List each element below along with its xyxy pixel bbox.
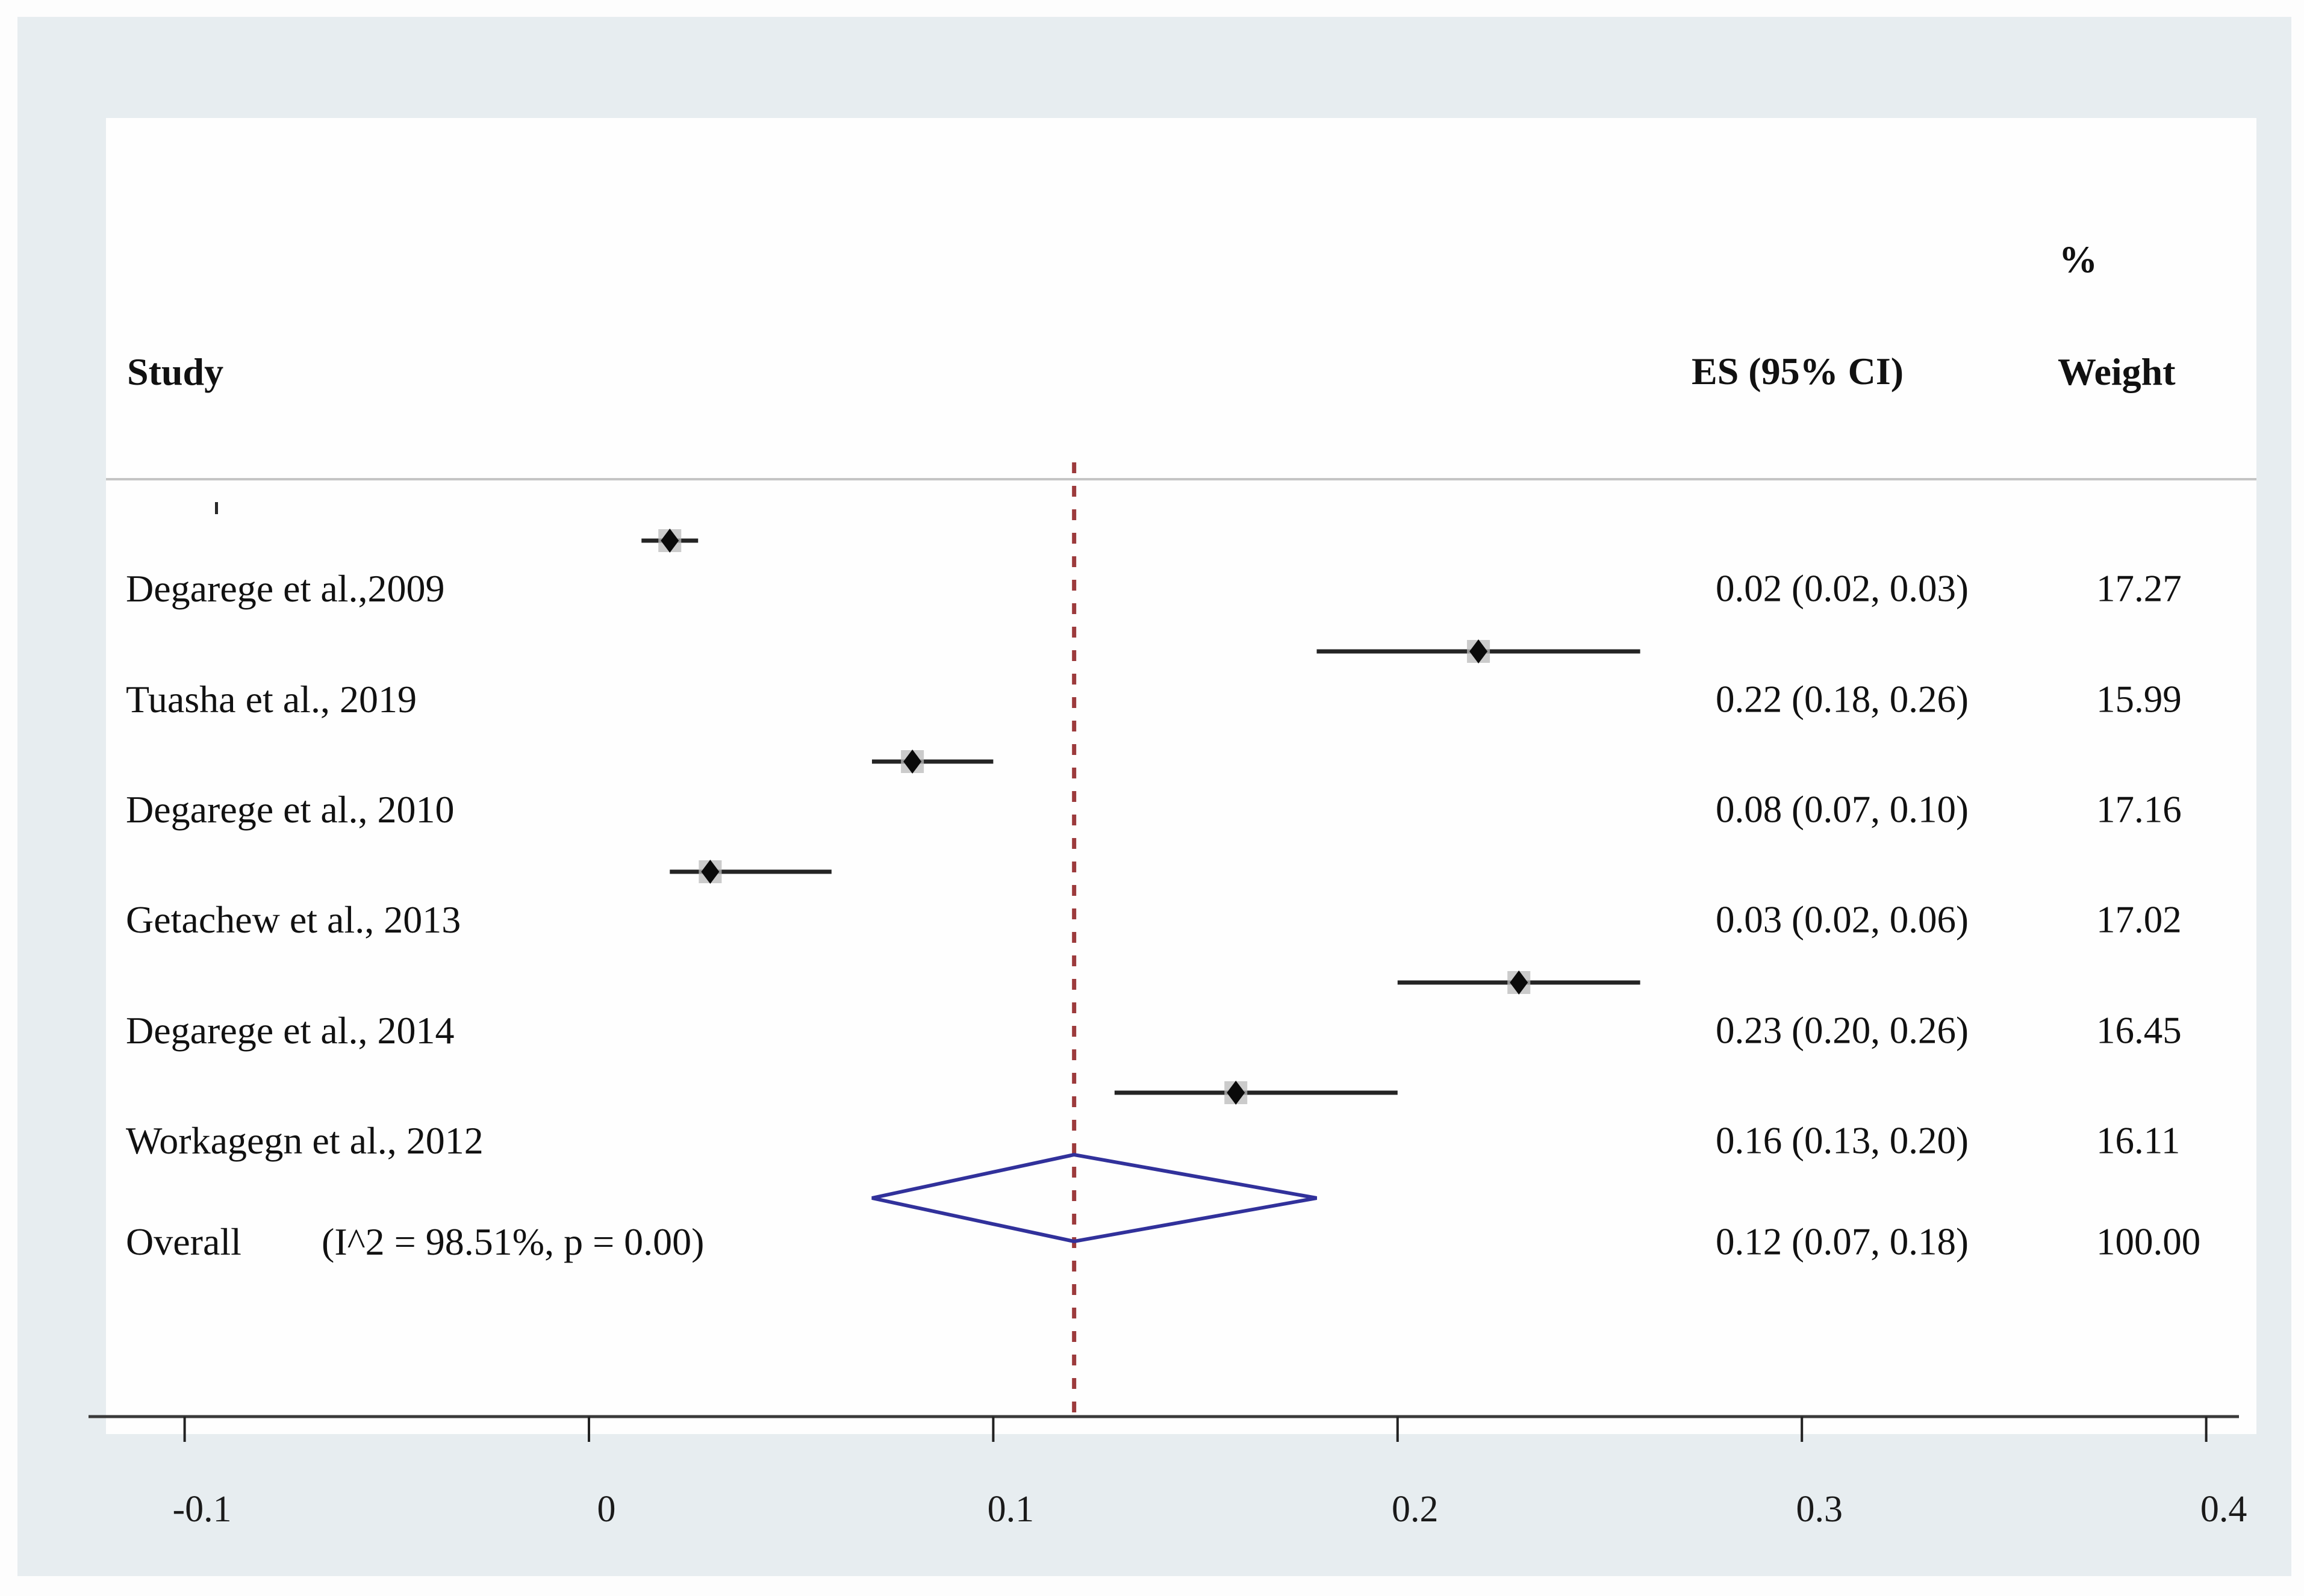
study-label: Degarege et al.,2009 — [126, 567, 445, 610]
study-label: Tuasha et al., 2019 — [126, 678, 417, 721]
figure-background: Study % ES (95% CI) Weight Degarege et a… — [17, 17, 2291, 1576]
x-tick-label: 0.1 — [987, 1489, 1035, 1530]
es-ci-value: 0.03 (0.02, 0.06) — [1716, 898, 1969, 941]
es-ci-value: 0.08 (0.07, 0.10) — [1716, 788, 1969, 831]
overall-es-ci-value: 0.12 (0.07, 0.18) — [1716, 1220, 1969, 1263]
weight-value: 16.45 — [2096, 1009, 2182, 1052]
study-label: Degarege et al., 2014 — [126, 1009, 455, 1052]
study-column-header: Study — [127, 350, 224, 393]
weight-value: 17.16 — [2096, 788, 2182, 831]
percent-column-header: % — [2059, 238, 2097, 281]
overall-weight-value: 100.00 — [2096, 1220, 2201, 1263]
study-label: Degarege et al., 2010 — [126, 788, 455, 831]
x-tick-label: 0.3 — [1796, 1489, 1843, 1530]
es-ci-value: 0.22 (0.18, 0.26) — [1716, 678, 1969, 721]
header-separator-line — [106, 478, 2256, 480]
stray-tick-artifact — [215, 502, 218, 514]
weight-value: 16.11 — [2096, 1119, 2181, 1162]
es-ci-column-header: ES (95% CI) — [1692, 350, 1904, 393]
heterogeneity-stats: (I^2 = 98.51%, p = 0.00) — [322, 1220, 705, 1263]
es-ci-value: 0.02 (0.02, 0.03) — [1716, 567, 1969, 610]
weight-value: 17.27 — [2096, 567, 2182, 610]
x-tick-label: 0.4 — [2200, 1489, 2247, 1530]
x-tick-label: 0 — [597, 1489, 616, 1530]
weight-column-header: Weight — [2058, 350, 2176, 393]
weight-value: 15.99 — [2096, 678, 2182, 721]
es-ci-value: 0.23 (0.20, 0.26) — [1716, 1009, 1969, 1052]
es-ci-value: 0.16 (0.13, 0.20) — [1716, 1119, 1969, 1162]
study-label: Workagegn et al., 2012 — [126, 1119, 484, 1162]
x-tick-label: 0.2 — [1392, 1489, 1439, 1530]
study-label: Getachew et al., 2013 — [126, 898, 461, 941]
overall-label: Overall — [126, 1220, 241, 1263]
weight-value: 17.02 — [2096, 898, 2182, 941]
x-tick-label: -0.1 — [172, 1489, 232, 1530]
